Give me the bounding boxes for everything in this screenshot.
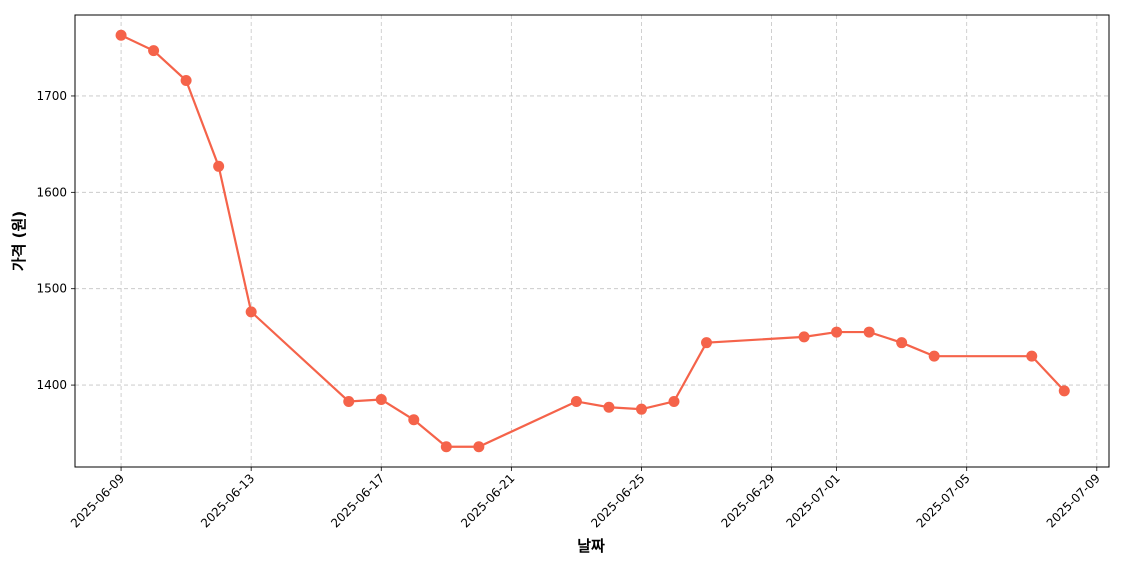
marker: [440, 441, 452, 453]
x-tick-label: 2025-06-21: [458, 471, 517, 530]
x-tick-label: 2025-07-05: [914, 471, 973, 530]
line: [120, 34, 1066, 448]
marker: [473, 441, 485, 453]
marker: [668, 395, 680, 407]
x-tick-label: 2025-07-01: [784, 471, 843, 530]
marker: [115, 29, 127, 41]
marker: [603, 401, 615, 413]
marker: [1026, 350, 1038, 362]
y-tick-label: 1500: [36, 282, 67, 296]
marker: [375, 394, 387, 406]
marker: [408, 414, 420, 426]
y-tick-label: 1700: [36, 89, 67, 103]
plot-frame: [74, 14, 1110, 468]
marker: [148, 45, 160, 57]
marker: [213, 160, 225, 172]
marker: [570, 395, 582, 407]
x-tick-label: 2025-06-09: [68, 471, 127, 530]
marker: [831, 326, 843, 338]
marker: [180, 75, 192, 87]
marker: [863, 326, 875, 338]
marker: [343, 395, 355, 407]
y-tick-label: 1400: [36, 378, 67, 392]
x-tick-label: 2025-06-25: [588, 471, 647, 530]
y-tick-label: 1600: [36, 185, 67, 199]
marker: [928, 350, 940, 362]
x-tick-label: 2025-06-13: [198, 471, 257, 530]
marker: [896, 337, 908, 349]
x-tick-label: 2025-06-29: [718, 471, 777, 530]
marker: [798, 331, 810, 343]
marker: [1058, 385, 1070, 397]
x-tick-label: 2025-07-09: [1044, 471, 1103, 530]
y-axis-label: 가격 (원): [10, 211, 28, 271]
marker: [701, 337, 713, 349]
marker: [635, 403, 647, 415]
marker: [245, 306, 257, 318]
x-axis-label: 날짜: [577, 537, 605, 555]
x-tick-label: 2025-06-17: [328, 471, 387, 530]
